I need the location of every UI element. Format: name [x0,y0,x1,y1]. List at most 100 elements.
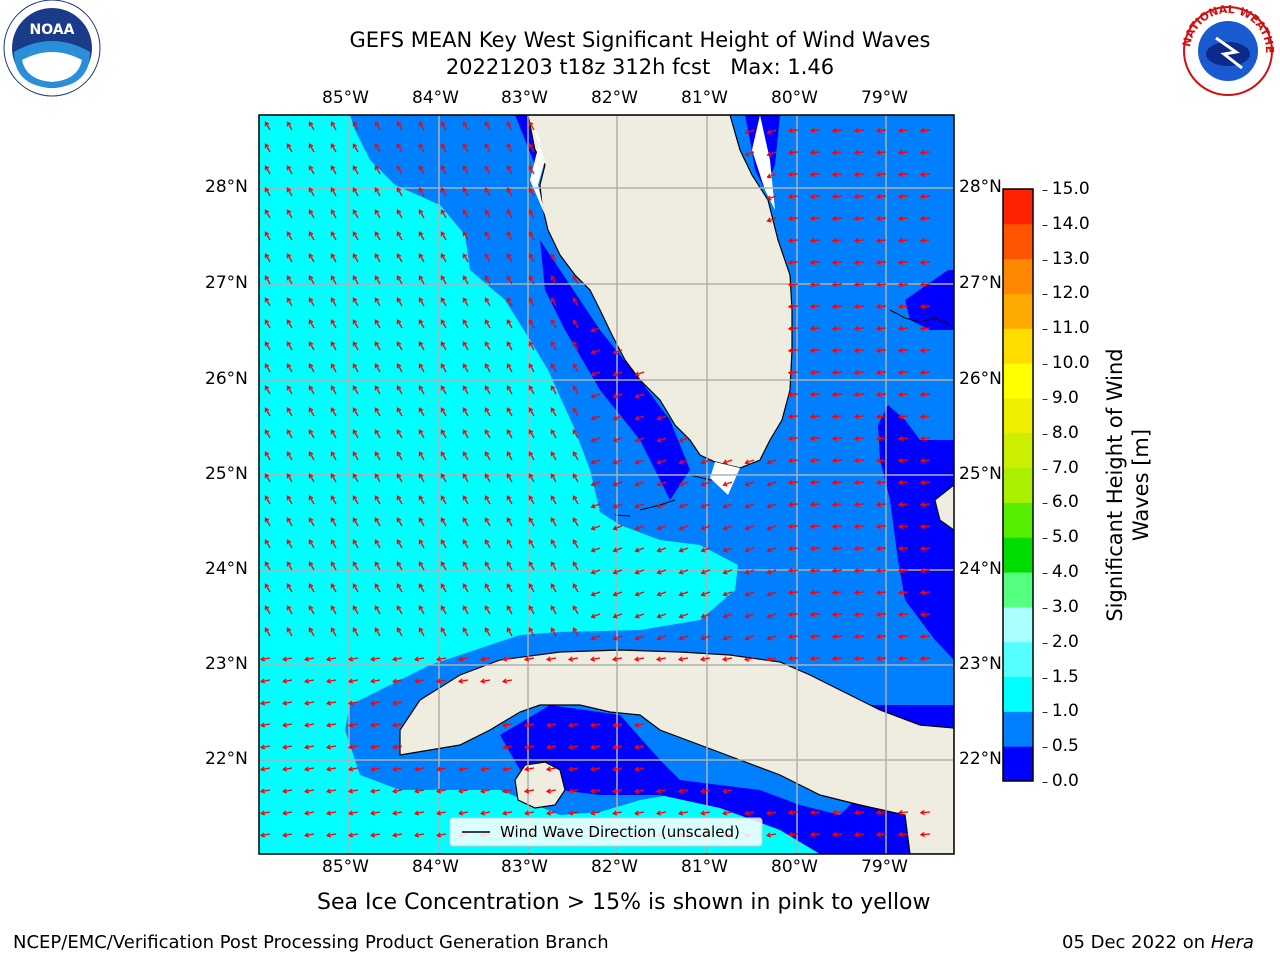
wave-direction-arrow [613,349,623,354]
wave-direction-arrow [286,451,293,461]
wave-direction-arrowhead [853,215,859,222]
wave-direction-arrow [832,569,843,572]
wave-direction-arrow [920,195,931,198]
wave-direction-arrowhead [440,143,446,149]
wave-direction-arrow [550,517,557,527]
wave-direction-arrow [657,481,667,486]
wave-direction-arrowhead [330,517,336,523]
wave-direction-arrowhead [550,583,556,589]
wave-direction-arrowhead [809,567,815,574]
wave-direction-arrowhead [325,810,332,816]
land-cuba [399,649,954,854]
wave-direction-arrow [788,261,799,264]
wave-direction-arrowhead [374,473,380,479]
wave-direction-arrowhead [853,523,859,530]
wave-direction-arrow [330,297,337,307]
wave-direction-arrowhead [418,209,424,215]
wave-direction-arrow [788,481,799,484]
wave-direction-arrow [330,583,337,593]
wave-direction-arrowhead [700,525,706,531]
wave-direction-arrow [308,187,315,197]
wave-direction-arrowhead [572,341,578,347]
wave-direction-arrow [349,833,359,837]
wave-direction-arrow [550,341,557,351]
wave-direction-arrowhead [506,407,512,413]
wave-direction-arrowhead [440,583,446,589]
wave-direction-arrow [854,327,865,330]
wave-direction-arrow [854,283,865,286]
wave-direction-arrowhead [396,407,402,413]
wave-direction-arrow [374,143,381,153]
wave-direction-arrowhead [330,539,336,545]
lon-label-top: 82°W [591,88,638,108]
wave-direction-arrow [305,767,315,771]
wave-direction-arrow [308,121,315,131]
wave-direction-arrow [374,385,381,395]
wave-direction-arrow [396,407,403,417]
wave-direction-arrowhead [308,297,314,303]
wave-direction-arrowhead [440,407,446,413]
wave-direction-arrow [854,547,865,550]
wave-direction-arrow [352,429,359,439]
wave-direction-arrowhead [853,457,859,464]
wave-direction-arrowhead [286,363,292,369]
wave-direction-arrowhead [286,451,292,457]
colorbar-tick-label: – 1.5 [1042,666,1079,687]
wave-direction-arrowhead [413,810,420,816]
wave-direction-arrow [481,679,491,683]
wave-direction-arrow [832,349,843,352]
wave-direction-arrow [352,385,359,395]
wave-direction-arrowhead [462,253,468,259]
wave-direction-arrowhead [330,143,336,149]
colorbar-tick-label: – 4.0 [1042,562,1079,583]
wave-direction-arrowhead [528,275,534,281]
wave-direction-arrowhead [528,583,534,589]
map-frame [258,114,955,855]
wave-direction-arrowhead [369,788,376,794]
wave-direction-arrowhead [440,517,446,523]
wave-direction-arrow [767,217,777,222]
wave-direction-arrowhead [875,457,881,464]
wave-direction-arrowhead [308,165,314,171]
wave-direction-arrow [591,613,601,618]
wave-direction-arrow [898,503,909,506]
wave-direction-arrowhead [612,481,618,487]
wave-direction-arrow [920,811,931,814]
wave-direction-arrow [569,723,579,727]
wave-direction-arrow [810,151,821,154]
wave-direction-arrowhead [352,605,358,611]
wave-direction-arrowhead [286,429,292,435]
wave-direction-arrow [374,539,381,549]
wave-direction-arrowhead [699,788,706,794]
wave-direction-arrowhead [809,435,815,442]
wave-direction-arrowhead [506,517,512,523]
wave-direction-arrowhead [787,809,793,816]
wave-direction-arrow [767,833,777,837]
wave-direction-arrowhead [634,459,640,465]
wave-direction-arrowhead [308,209,314,215]
wave-direction-arrow [613,591,623,596]
wave-direction-arrow [264,143,271,153]
wave-direction-arrow [810,173,821,176]
wave-direction-arrow [481,789,491,793]
wave-direction-arrow [506,517,513,527]
wave-direction-arrowhead [550,275,556,281]
wave-direction-arrow [679,657,689,661]
wave-direction-arrow [591,327,601,332]
wave-direction-arrow [591,569,601,574]
wave-direction-arrowhead [700,481,706,487]
wave-direction-arrow [832,283,843,286]
wave-direction-arrowhead [308,341,314,347]
wave-direction-arrowhead [550,495,556,501]
wave-direction-arrowhead [897,149,903,156]
wave-direction-arrow [286,143,293,153]
wave-direction-arrow [788,151,799,154]
wave-direction-arrowhead [919,303,925,310]
wave-direction-arrow [418,341,425,351]
wave-direction-arrow [393,701,403,705]
wave-direction-arrowhead [462,583,468,589]
wave-direction-arrow [374,341,381,351]
wave-direction-arrow [569,767,579,771]
wave-direction-arrowhead [875,215,881,222]
